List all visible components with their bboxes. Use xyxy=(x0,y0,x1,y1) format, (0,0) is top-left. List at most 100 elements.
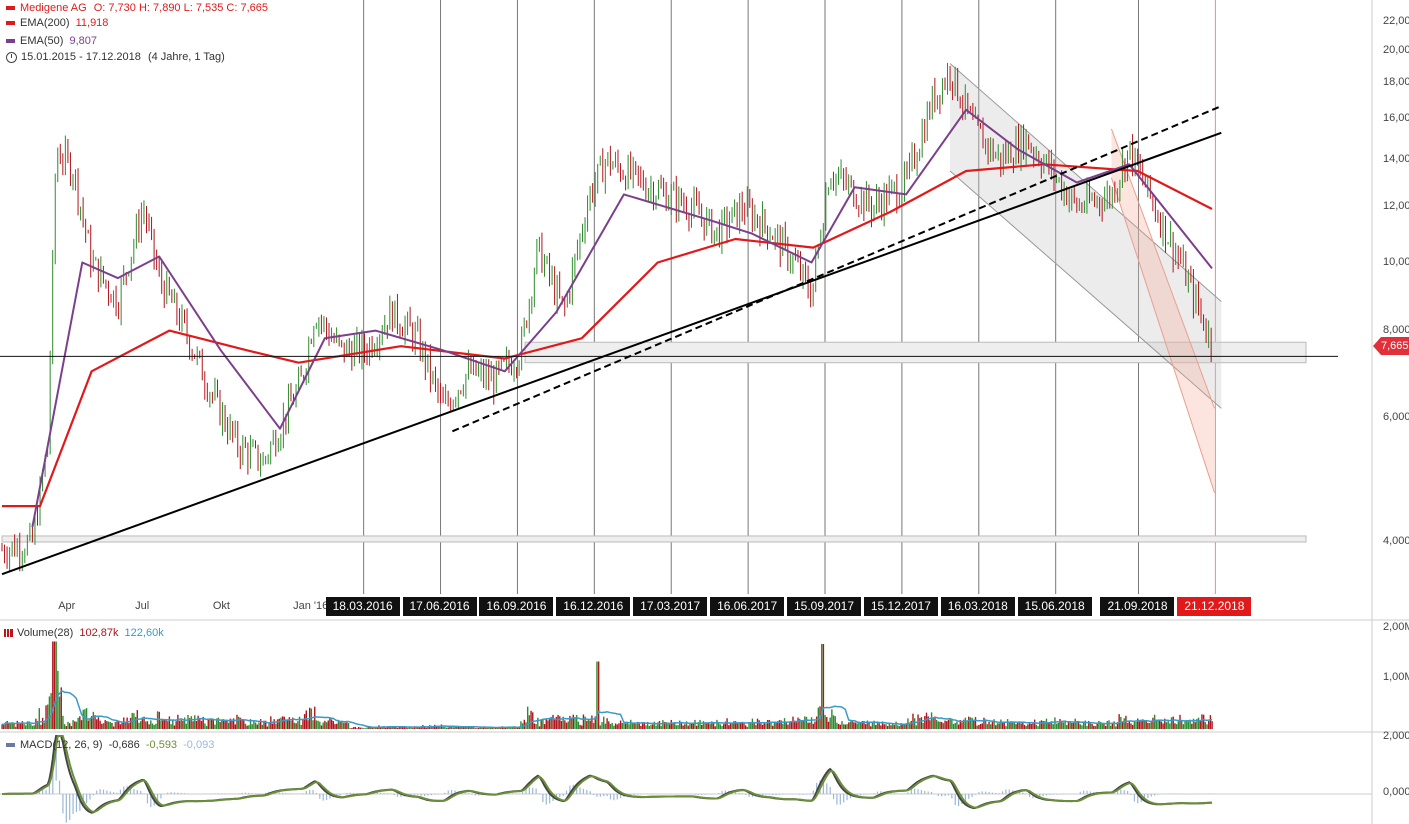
volume-bar xyxy=(582,714,585,729)
volume-bar xyxy=(991,721,994,729)
volume-bar xyxy=(14,726,17,729)
volume-bar xyxy=(50,693,52,729)
volume-axis-label-mid: 1,00M xyxy=(1383,671,1409,683)
macd-histogram-bar xyxy=(136,790,138,794)
volume-bar xyxy=(535,724,537,729)
volume-bar xyxy=(182,720,184,729)
volume-bar xyxy=(13,723,15,729)
volume-bar xyxy=(273,719,275,729)
volume-bar xyxy=(246,725,248,729)
volume-bar xyxy=(390,727,392,729)
volume-bar xyxy=(731,722,733,729)
volume-bar xyxy=(239,717,242,729)
volume-bar xyxy=(1064,720,1066,729)
volume-bar xyxy=(682,725,684,729)
macd-histogram-bar xyxy=(1089,791,1092,794)
volume-bar xyxy=(141,717,144,729)
volume-bar xyxy=(800,721,803,729)
volume-bar xyxy=(1088,720,1090,729)
volume-bar xyxy=(660,725,662,729)
volume-bar xyxy=(1121,721,1124,729)
volume-bar xyxy=(1022,721,1024,729)
volume-bar xyxy=(624,723,627,729)
volume-bar xyxy=(415,726,417,729)
macd-histogram-bar xyxy=(958,794,960,806)
macd-histogram-bar xyxy=(515,793,517,794)
volume-bar xyxy=(293,722,296,729)
macd-histogram-bar xyxy=(778,794,781,795)
volume-bar xyxy=(90,716,93,729)
volume-bar xyxy=(957,724,960,729)
volume-bar xyxy=(603,716,605,729)
macd-histogram-bar xyxy=(978,792,980,794)
volume-bar xyxy=(342,722,345,729)
macd-histogram-bar xyxy=(579,787,581,794)
volume-bar xyxy=(222,719,225,729)
volume-bar xyxy=(1103,723,1105,729)
volume-bar xyxy=(1140,721,1142,729)
volume-bar xyxy=(895,721,897,729)
macd-histogram-bar xyxy=(782,794,784,795)
macd-histogram-bar xyxy=(971,794,973,797)
volume-bar xyxy=(1096,723,1098,729)
volume-bar xyxy=(1123,718,1125,729)
ema50-label: EMA(50) xyxy=(20,35,64,47)
volume-bar xyxy=(1172,716,1174,729)
volume-bar xyxy=(314,706,316,729)
volume-bar xyxy=(123,717,125,729)
volume-bar xyxy=(706,722,708,729)
volume-bar xyxy=(646,721,649,729)
volume-bar xyxy=(471,726,473,729)
volume-bar xyxy=(1005,726,1007,729)
macd-histogram-bar xyxy=(113,792,115,794)
quarter-date-label: 16.06.2017 xyxy=(710,597,785,616)
volume-bar xyxy=(160,720,162,729)
volume-bar xyxy=(52,641,54,729)
volume-bar xyxy=(259,719,262,729)
volume-bar xyxy=(62,715,64,729)
macd-histogram-bar xyxy=(812,790,814,794)
volume-bar xyxy=(628,724,630,729)
volume-bar xyxy=(128,723,130,729)
volume-bar xyxy=(4,722,7,729)
volume-bar xyxy=(848,722,850,729)
macd-histogram-bar xyxy=(92,794,94,796)
macd-histogram-bar xyxy=(184,793,186,794)
volume-bar xyxy=(993,719,995,729)
volume-bar xyxy=(1137,718,1139,729)
volume-bar xyxy=(33,725,35,729)
volume-bar xyxy=(937,721,940,729)
macd-histogram-bar xyxy=(704,794,706,795)
macd-histogram-bar xyxy=(1056,794,1058,795)
macd-histogram-bar xyxy=(393,794,395,796)
macd-histogram-bar xyxy=(346,792,348,794)
volume-bar xyxy=(1072,722,1075,729)
volume-bar xyxy=(1126,722,1129,729)
volume-value: 102,87k xyxy=(79,627,119,639)
volume-bar xyxy=(782,723,784,729)
volume-bar xyxy=(231,720,233,729)
volume-bar xyxy=(658,720,661,729)
volume-bar xyxy=(589,720,591,729)
volume-bar xyxy=(317,720,319,729)
macd-histogram-bar xyxy=(224,793,226,794)
volume-bar xyxy=(352,727,355,729)
volume-bar xyxy=(827,721,830,729)
volume-bar xyxy=(395,726,397,729)
volume-bar xyxy=(455,726,458,729)
volume-bar xyxy=(109,722,111,729)
volume-bar xyxy=(692,723,694,729)
volume-bar xyxy=(961,722,963,729)
volume-bar xyxy=(1077,722,1080,729)
volume-bar xyxy=(954,722,956,729)
volume-bar xyxy=(496,727,498,729)
volume-bar xyxy=(924,716,926,729)
volume-bar xyxy=(701,724,703,729)
volume-bar xyxy=(40,724,42,729)
volume-bar xyxy=(1010,721,1012,729)
volume-bar xyxy=(1082,722,1085,729)
volume-bar xyxy=(77,717,79,729)
volume-bar xyxy=(1152,717,1154,729)
legend-volume: Volume(28) 102,87k 122,60k xyxy=(4,627,164,639)
volume-bar xyxy=(251,724,253,729)
